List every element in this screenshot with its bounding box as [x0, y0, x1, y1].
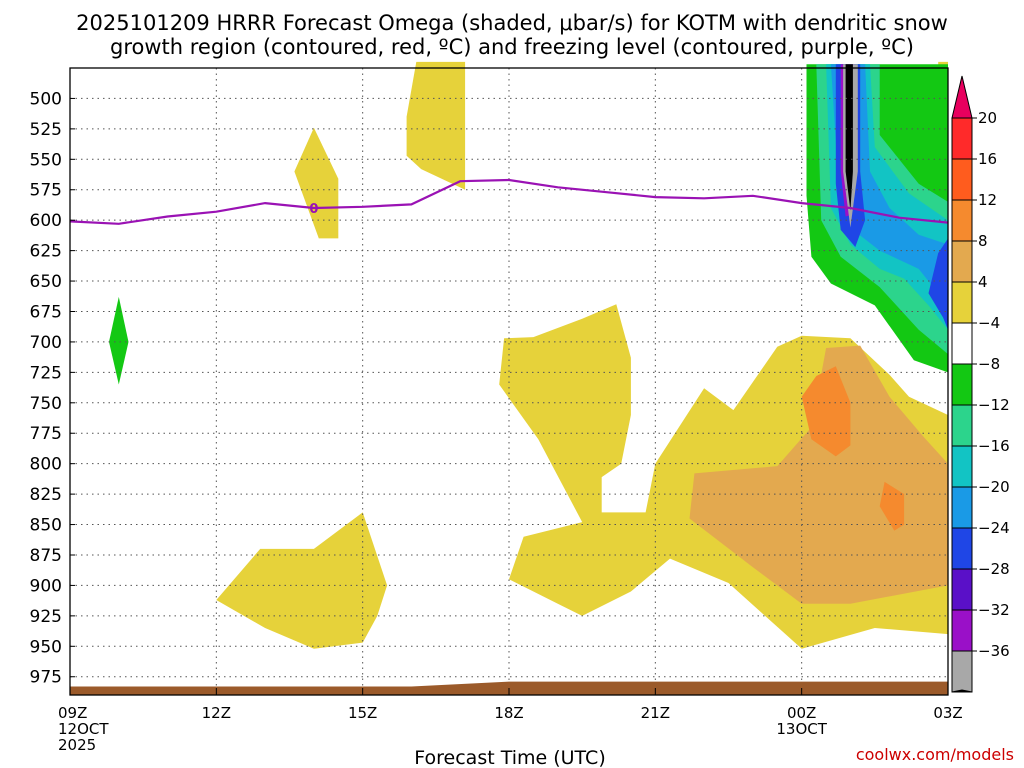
y-tick-label: 900 — [30, 576, 62, 596]
colorbar-segment — [951, 199, 973, 242]
y-tick-label: 825 — [30, 485, 62, 505]
colorbar-label: −32 — [978, 601, 1010, 619]
freezing-level-line: 0 — [69, 178, 949, 225]
y-tick-label: 625 — [30, 242, 62, 262]
y-tick-label: 950 — [30, 637, 62, 657]
y-tick-label: 675 — [30, 302, 62, 322]
x-tick-label: 15Z — [348, 704, 377, 722]
credit-link[interactable]: coolwx.com/models — [856, 745, 1014, 764]
omega-region-12 — [879, 481, 905, 531]
grid — [70, 68, 948, 695]
y-tick-label: 850 — [30, 516, 62, 536]
colorbar-label: −16 — [978, 437, 1010, 455]
colorbar-segment — [951, 363, 973, 406]
x-tick-label: 12Z — [202, 704, 231, 722]
colorbar-segment — [951, 527, 973, 570]
colorbar-label: −8 — [978, 355, 1000, 373]
colorbar-label: −24 — [978, 519, 1010, 537]
colorbar-arrow-top — [951, 75, 973, 119]
colorbar-segment — [951, 650, 973, 693]
y-tick-label: 700 — [30, 333, 62, 353]
freezing-level-contour — [69, 178, 949, 225]
x-tick-label: 13OCT — [776, 720, 827, 738]
omega-region--36 — [845, 64, 853, 211]
colorbar-label: 12 — [978, 191, 997, 209]
colorbar-segment — [951, 568, 973, 611]
y-tick-label: 975 — [30, 668, 62, 688]
omega-region-4 — [294, 127, 339, 239]
y-tick-label: 550 — [30, 150, 62, 170]
colorbar-segment — [951, 445, 973, 488]
x-tick-label: 2025 — [58, 736, 96, 754]
x-axis-label: Forecast Time (UTC) — [414, 747, 605, 768]
omega-region--8 — [109, 296, 129, 385]
y-axis: 500 525 550 575 600 625 650 675 700 725 750 775 800 8… — [30, 89, 75, 688]
x-tick-label: 18Z — [494, 704, 523, 722]
omega-region-4 — [406, 61, 466, 190]
x-tick-label: 21Z — [641, 704, 670, 722]
omega-shading — [109, 61, 948, 649]
x-tick-label: 03Z — [933, 704, 962, 722]
colorbar-segment — [951, 609, 973, 652]
omega-region-4 — [216, 512, 388, 649]
colorbar-segment — [951, 404, 973, 447]
colorbar-segment — [951, 322, 973, 365]
y-tick-label: 650 — [30, 272, 62, 292]
colorbar: 20 16 12 8 4 −4 −8 −12 −16 −20 −24 −28 −32 −36 — [951, 75, 1010, 693]
x-tick-label: 09Z — [58, 704, 87, 722]
y-tick-label: 725 — [30, 363, 62, 383]
colorbar-label: −4 — [978, 314, 1000, 332]
colorbar-label: −12 — [978, 396, 1010, 414]
y-tick-label: 800 — [30, 455, 62, 475]
colorbar-label: 20 — [978, 109, 997, 127]
colorbar-arrow-bottom — [951, 689, 973, 693]
y-tick-label: 575 — [30, 181, 62, 201]
colorbar-label: 4 — [978, 273, 988, 291]
colorbar-label: −36 — [978, 642, 1010, 660]
colorbar-segment — [951, 281, 973, 324]
plot-area: 0 — [69, 61, 949, 696]
colorbar-segment — [951, 486, 973, 529]
omega-region--24 — [928, 238, 948, 330]
y-tick-label: 775 — [30, 424, 62, 444]
omega-region-8 — [689, 345, 948, 604]
y-tick-label: 600 — [30, 211, 62, 231]
y-tick-label: 500 — [30, 89, 62, 109]
colorbar-segment — [951, 158, 973, 201]
y-tick-label: 925 — [30, 607, 62, 627]
colorbar-label: 8 — [978, 232, 988, 250]
y-tick-label: 875 — [30, 546, 62, 566]
omega-region-12 — [801, 366, 851, 457]
y-tick-label: 525 — [30, 120, 62, 140]
freezing-level-label: 0 — [309, 202, 318, 217]
colorbar-label: 16 — [978, 150, 997, 168]
chart-title-line-2: growth region (contoured, red, ºC) and f… — [110, 35, 914, 59]
y-tick-label: 750 — [30, 394, 62, 414]
colorbar-label: −28 — [978, 560, 1010, 578]
colorbar-segment — [951, 240, 973, 283]
chart-title-line-1: 2025101209 HRRR Forecast Omega (shaded, … — [76, 11, 948, 35]
colorbar-segment — [951, 117, 973, 160]
x-tick-label: 00Z — [787, 704, 816, 722]
x-tick-label: 12OCT — [58, 720, 109, 738]
colorbar-label: −20 — [978, 478, 1010, 496]
